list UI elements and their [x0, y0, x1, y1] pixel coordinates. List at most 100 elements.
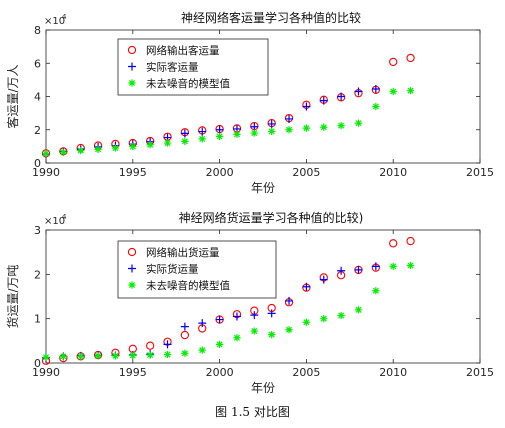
freight-y-label: 货运量/万吨	[5, 264, 20, 328]
freight-y-tick-label: 2	[34, 268, 41, 281]
freight-legend-marker	[128, 281, 136, 289]
freight-series-2-point	[146, 351, 154, 359]
passenger-legend-label: 网络输出客运量	[146, 44, 220, 57]
passenger-series-2-point	[302, 124, 310, 132]
passenger-y-tick-label: 4	[34, 91, 41, 104]
passenger-x-tick-label: 2005	[292, 166, 320, 179]
passenger-legend	[117, 38, 269, 96]
freight-series-1-point	[163, 340, 172, 349]
passenger-series-2-point	[250, 129, 258, 137]
freight-series-2-point	[302, 318, 310, 326]
freight-legend-label: 网络输出货运量	[146, 246, 220, 259]
freight-x-tick-label: 2000	[206, 366, 234, 379]
freight-series-1-point	[180, 322, 189, 331]
freight-x-tick-label: 2005	[292, 366, 320, 379]
passenger-y-label: 客运量/万人	[5, 64, 20, 128]
freight-legend-marker	[127, 247, 137, 257]
freight-legend-label: 实际货运量	[146, 263, 199, 276]
passenger-y-exponent: 4	[62, 13, 67, 21]
passenger-series-2-point	[77, 146, 85, 155]
passenger-x-tick-label: 2015	[466, 166, 494, 179]
freight-series-2-point	[163, 350, 172, 359]
passenger-series-2-point	[320, 123, 328, 131]
passenger-y-tick-label: 6	[34, 57, 41, 70]
freight-y-tick-label: 3	[34, 224, 41, 237]
passenger-y-tick-label: 2	[34, 124, 41, 137]
freight-title: 神经网络货运量学习各种值的比较)	[179, 210, 364, 225]
freight-series-2-point	[354, 306, 363, 314]
passenger-series-2-point	[94, 145, 102, 153]
passenger-title: 神经网络客运量学习各种值的比较	[181, 10, 361, 25]
freight-series-1-point	[302, 282, 311, 291]
freight-series-2-point	[42, 353, 50, 361]
freight-series-2-point	[337, 311, 345, 320]
freight-series-2-point	[111, 352, 120, 360]
freight-y-tick-label: 1	[34, 313, 41, 326]
passenger-series-2-point	[198, 135, 206, 143]
passenger-series-2-point	[268, 127, 276, 136]
passenger-series-2-point	[406, 87, 415, 95]
freight-y-exponent: 4	[62, 213, 67, 221]
freight-series-1-point	[198, 319, 207, 328]
freight-series-1-point	[250, 311, 259, 320]
passenger-legend-label: 未去噪音的模型值	[146, 77, 230, 90]
passenger-legend-marker	[128, 62, 136, 71]
freight-series-2-point	[268, 331, 276, 339]
freight-series-1-point	[371, 262, 380, 271]
passenger-series-2-point	[146, 141, 154, 149]
freight-series-1-point	[319, 275, 328, 284]
passenger-series-2-point	[129, 142, 137, 151]
freight-x-tick-label: 2015	[466, 366, 494, 379]
passenger-series-2-point	[163, 139, 172, 147]
passenger-legend-label: 实际客运量	[146, 61, 199, 74]
passenger-x-tick-label: 1995	[119, 166, 147, 179]
freight-y-exponent-label: ×10	[44, 216, 65, 227]
freight-series-2-point	[285, 326, 293, 334]
freight-series-2-point	[216, 340, 224, 348]
passenger-series-1-point	[198, 127, 207, 136]
freight-series-1-point	[354, 265, 363, 274]
freight-series-2-point	[320, 315, 328, 323]
passenger-series-1-point	[285, 114, 294, 123]
freight-series-2-point	[129, 351, 137, 360]
freight-series-2-point	[389, 262, 397, 270]
passenger-series-2-point	[181, 137, 189, 145]
freight-legend-label: 未去噪音的模型值	[146, 279, 230, 292]
freight-series-2-point	[181, 349, 189, 357]
freight-series-0-point	[389, 239, 398, 248]
freight-y-tick-label: 0	[34, 357, 41, 370]
freight-series-0-point	[180, 330, 190, 340]
passenger-series-2-point	[285, 126, 293, 134]
passenger-series-1-point	[319, 96, 328, 105]
freight-series-2-point	[77, 352, 85, 360]
passenger-series-1-point	[371, 85, 380, 94]
passenger-series-2-point	[59, 148, 67, 156]
freight-x-tick-label: 1990	[32, 366, 60, 379]
freight-x-label: 年份	[251, 381, 275, 395]
freight-series-2-point	[406, 261, 415, 270]
passenger-series-2-point	[42, 150, 50, 158]
passenger-x-tick-label: 2010	[379, 166, 407, 179]
freight-series-0-point	[146, 341, 155, 350]
passenger-y-tick-label: 8	[34, 24, 41, 37]
passenger-x-label: 年份	[251, 181, 275, 195]
freight-legend	[117, 240, 277, 299]
passenger-series-1-point	[215, 125, 224, 134]
freight-series-2-point	[198, 346, 206, 354]
passenger-series-2-point	[389, 87, 397, 96]
passenger-series-0-point	[389, 57, 398, 67]
passenger-series-2-point	[216, 132, 224, 140]
passenger-series-1-point	[337, 92, 346, 101]
passenger-series-1-point	[267, 119, 276, 128]
figure-caption: 图 1.5 对比图	[215, 405, 290, 419]
passenger-y-tick-label: 0	[34, 157, 41, 170]
freight-series-1-point	[267, 309, 276, 318]
freight-series-1-point	[285, 296, 294, 305]
passenger-series-0-point	[406, 53, 415, 63]
passenger-series-2-point	[233, 130, 241, 139]
freight-series-0-point	[406, 236, 415, 246]
freight-x-tick-label: 2010	[379, 366, 407, 379]
passenger-y-exponent-label: ×10	[44, 16, 65, 27]
